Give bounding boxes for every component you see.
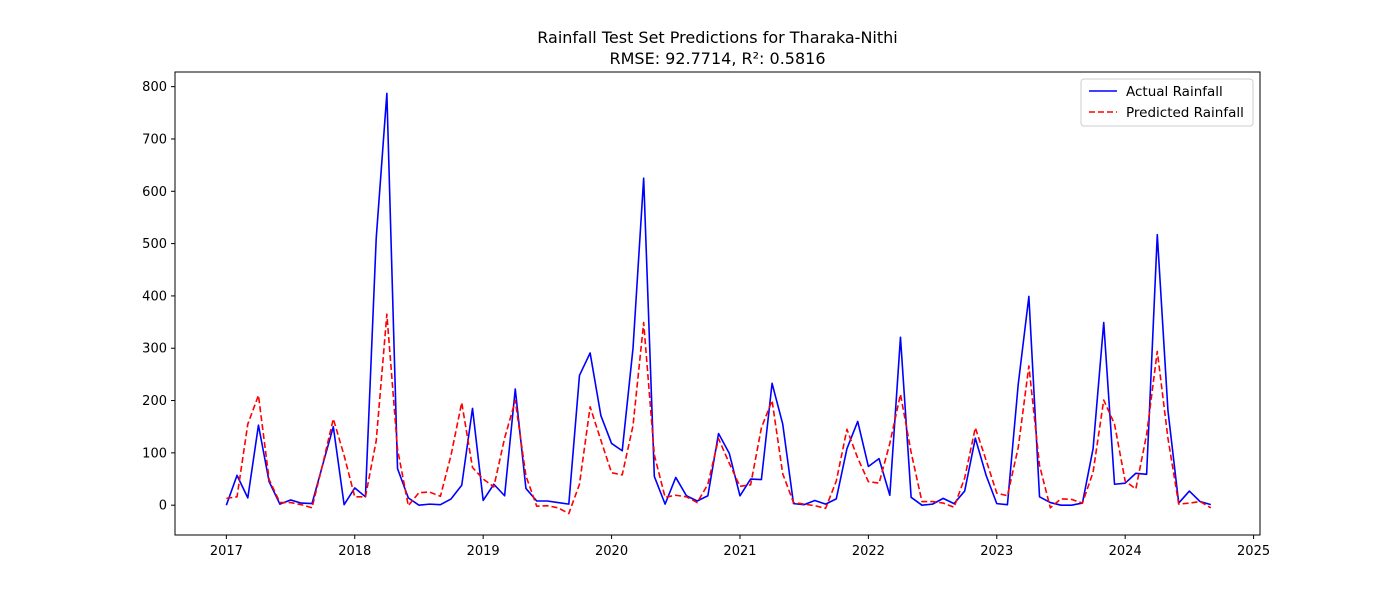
x-tick-label: 2025 xyxy=(1237,544,1270,559)
y-tick-label: 0 xyxy=(159,499,167,514)
x-tick-label: 2024 xyxy=(1109,544,1142,559)
plot-area xyxy=(174,71,1261,536)
legend-label: Predicted Rainfall xyxy=(1126,105,1244,121)
chart-subtitle: RMSE: 92.7714, R²: 0.5816 xyxy=(610,49,826,68)
x-tick-label: 2019 xyxy=(467,544,500,559)
x-tick-label: 2022 xyxy=(852,544,885,559)
y-axis: 0 100 200 300 400 500 600 700 800 xyxy=(142,80,175,514)
y-tick-label: 600 xyxy=(142,185,167,200)
legend-label: Actual Rainfall xyxy=(1126,84,1223,100)
legend: Actual Rainfall Predicted Rainfall xyxy=(1080,78,1254,127)
legend-box xyxy=(1080,78,1254,127)
x-tick-label: 2023 xyxy=(980,544,1013,559)
chart-title: Rainfall Test Set Predictions for Tharak… xyxy=(537,28,897,47)
x-tick-label: 2021 xyxy=(723,544,756,559)
y-tick-label: 800 xyxy=(142,80,167,95)
x-axis: 2017 2018 2019 2020 2021 2022 2023 2024 2025 xyxy=(210,535,1270,559)
x-tick-label: 2017 xyxy=(210,544,243,559)
x-tick-label: 2020 xyxy=(595,544,628,559)
series-line-actual-rainfall xyxy=(225,92,1212,506)
y-tick-label: 200 xyxy=(142,394,167,409)
series-line-predicted-rainfall xyxy=(226,313,1212,515)
y-tick-label: 300 xyxy=(142,342,167,357)
y-tick-label: 100 xyxy=(142,446,167,461)
x-tick-label: 2018 xyxy=(338,544,371,559)
y-tick-label: 700 xyxy=(142,132,167,147)
y-tick-label: 400 xyxy=(142,289,167,304)
series-layer xyxy=(225,92,1212,515)
y-tick-label: 500 xyxy=(142,237,167,252)
